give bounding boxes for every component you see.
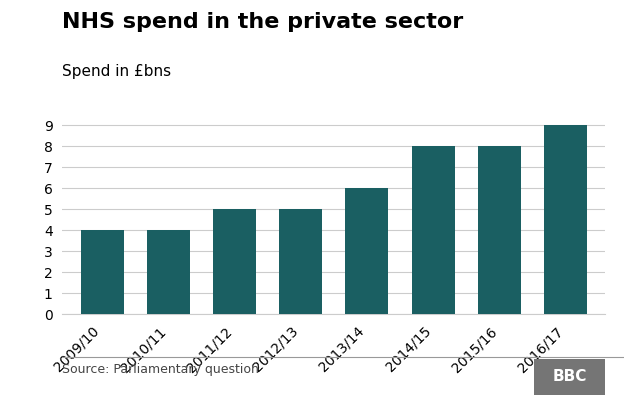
Text: NHS spend in the private sector: NHS spend in the private sector bbox=[62, 12, 464, 32]
Bar bbox=[478, 146, 521, 314]
Text: Spend in £bns: Spend in £bns bbox=[62, 64, 172, 79]
Bar bbox=[346, 189, 389, 314]
Text: Source: Parliamentary question: Source: Parliamentary question bbox=[62, 363, 260, 376]
Text: BBC: BBC bbox=[552, 369, 587, 384]
Bar bbox=[213, 210, 256, 314]
Bar bbox=[412, 146, 455, 314]
Bar bbox=[279, 210, 322, 314]
Bar bbox=[147, 231, 190, 314]
Bar bbox=[544, 125, 587, 314]
Bar bbox=[80, 231, 124, 314]
